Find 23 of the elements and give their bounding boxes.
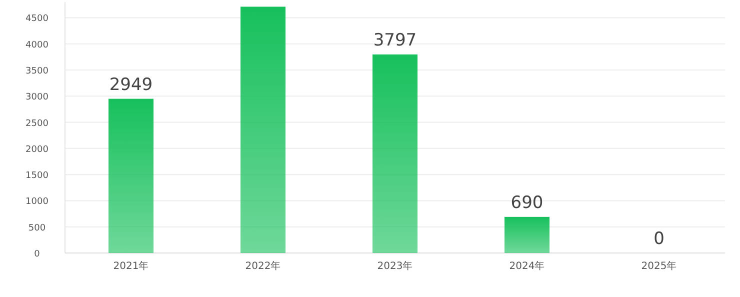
x-tick-label: 2024年: [509, 260, 545, 272]
y-tick-label: 3000: [26, 92, 49, 103]
y-tick-label: 1000: [26, 197, 49, 208]
y-tick-label: 1500: [26, 171, 49, 182]
bar: [372, 54, 418, 253]
y-tick-label: 2500: [26, 118, 49, 129]
y-tick-label: 500: [28, 223, 46, 234]
y-tick-label: 4500: [26, 14, 49, 24]
y-tick-label: 0: [34, 250, 40, 260]
data-label: 0: [654, 229, 664, 249]
data-label: 690: [510, 192, 544, 213]
y-tick-label: 3500: [26, 66, 49, 76]
y-tick-label: 4000: [26, 40, 49, 50]
bar: [504, 216, 550, 253]
x-tick-label: 2023年: [377, 260, 413, 272]
x-tick-label: 2021年: [113, 260, 149, 272]
data-label: 3797: [373, 30, 417, 50]
bar: [108, 98, 154, 253]
bar: [240, 6, 286, 253]
data-label: 2949: [109, 74, 153, 95]
y-tick-label: 2000: [26, 144, 49, 155]
x-tick-label: 2025年: [641, 260, 677, 272]
x-tick-label: 2022年: [245, 260, 281, 272]
